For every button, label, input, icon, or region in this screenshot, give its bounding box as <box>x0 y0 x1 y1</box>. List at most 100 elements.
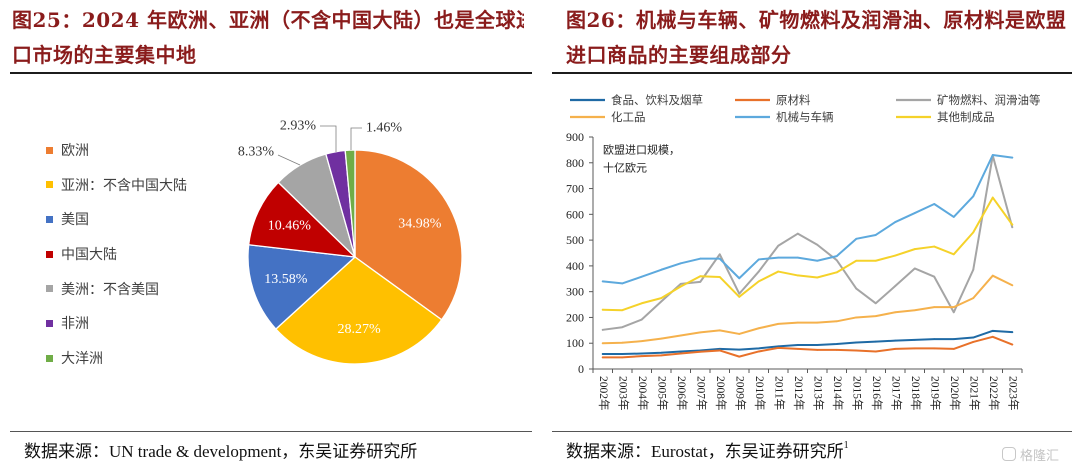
data-point <box>679 262 682 265</box>
source-divider <box>10 431 532 432</box>
data-point <box>660 337 663 340</box>
data-point <box>738 348 741 351</box>
data-point <box>913 212 916 214</box>
legend-item: 食品、饮料及烟草 <box>570 93 703 107</box>
figure-title-line: 图25：2024 年欧洲、亚洲（不含中国大陆）也是全球进 <box>12 8 524 32</box>
data-point <box>972 336 975 339</box>
data-point <box>738 292 741 295</box>
data-point <box>835 320 838 323</box>
data-point <box>1011 226 1014 229</box>
y-tick-label: 100 <box>566 336 584 350</box>
watermark: 格隆汇 <box>1002 444 1059 464</box>
data-point <box>660 268 663 271</box>
data-point <box>699 350 702 353</box>
legend-item: 亚洲：不含中国大陆 <box>46 176 187 194</box>
data-point <box>952 306 955 309</box>
series <box>601 274 1014 345</box>
legend-item: 其他制成品 <box>896 110 995 124</box>
series <box>601 196 1014 312</box>
legend-item: 非洲 <box>46 314 89 332</box>
data-point <box>757 350 760 353</box>
data-point <box>972 195 975 198</box>
x-tick-label: 2005年 <box>655 376 669 411</box>
data-point <box>738 355 741 358</box>
data-point <box>777 244 780 247</box>
data-point <box>777 322 780 325</box>
data-point <box>894 339 897 342</box>
data-point <box>991 274 994 277</box>
data-point <box>738 295 741 298</box>
data-point <box>835 343 838 345</box>
data-point <box>952 338 955 340</box>
data-point <box>835 271 838 274</box>
data-point <box>894 221 897 223</box>
x-tick-label: 2002年 <box>597 376 611 411</box>
legend-item: 中国大陆 <box>46 245 117 263</box>
data-point <box>738 333 741 335</box>
data-point <box>972 231 975 234</box>
data-point <box>738 277 741 280</box>
data-point <box>855 349 858 352</box>
x-tick-label: 2003年 <box>616 376 630 411</box>
legend-swatch <box>46 146 53 154</box>
data-point <box>1011 156 1014 159</box>
legend-swatch <box>46 181 53 189</box>
data-point <box>640 340 643 343</box>
data-point <box>699 257 702 260</box>
series-line <box>601 154 1014 331</box>
legend-label: 大洋洲 <box>61 351 103 367</box>
legend-label: 非洲 <box>61 316 89 333</box>
legend-label: 食品、饮料及烟草 <box>611 93 703 107</box>
watermark-text: 格隆汇 <box>1020 448 1060 464</box>
y-tick-label: 300 <box>566 285 584 299</box>
pie-value-label: 10.46% <box>268 218 312 233</box>
data-point <box>718 253 721 256</box>
data-point <box>601 308 604 311</box>
data-point <box>894 285 897 287</box>
series <box>601 335 1014 359</box>
x-tick-label: 2009年 <box>733 376 747 411</box>
series <box>601 329 1014 356</box>
data-point <box>913 338 916 341</box>
pie-slice <box>344 149 356 258</box>
pie-leader-line <box>350 127 362 150</box>
x-tick-label: 2014年 <box>831 376 845 411</box>
data-point <box>933 347 936 350</box>
legend-item: 美国 <box>46 210 89 228</box>
figure-title: 图25：2024 年欧洲、亚洲（不含中国大陆）也是全球进 口市场的主要集中地 <box>12 3 524 73</box>
data-point <box>640 352 643 355</box>
data-point <box>991 154 994 156</box>
title-divider <box>10 72 532 74</box>
data-point <box>816 349 819 351</box>
axis-unit-annotation: 十亿欧元 <box>603 161 647 175</box>
x-tick-label: 2006年 <box>675 376 689 411</box>
data-point <box>601 280 604 283</box>
line-figure-panel: 图26：机械与车辆、矿物燃料及润滑油、原材料是欧盟 进口商品的主要组成部分 食品… <box>540 0 1080 472</box>
series-line <box>601 274 1014 345</box>
legend-swatch <box>46 319 53 327</box>
data-point <box>855 316 858 319</box>
data-point <box>874 340 877 343</box>
data-point <box>777 345 780 348</box>
figure-title-line: 进口商品的主要组成部分 <box>566 43 792 67</box>
data-point <box>874 315 877 318</box>
axis-unit-annotation: 欧盟进口规模， <box>603 143 680 157</box>
data-point <box>816 243 819 246</box>
legend-item: 美洲：不含美国 <box>46 280 159 298</box>
data-point <box>640 302 643 305</box>
source-text: 数据来源：Eurostat，东吴证券研究所 <box>566 442 844 461</box>
data-point <box>894 311 897 314</box>
legend-item: 原材料 <box>735 93 811 107</box>
legend-item: 化工品 <box>570 110 646 124</box>
data-point <box>621 356 624 359</box>
data-point <box>913 347 916 350</box>
legend-swatch <box>46 354 53 362</box>
data-point <box>640 275 643 278</box>
pie-chart: 34.98% 28.27% 13.58% 10.46% 8.33% 2.93% 1.46% <box>238 119 463 365</box>
data-point <box>816 259 819 262</box>
data-point <box>718 347 721 350</box>
series <box>601 154 1014 285</box>
data-point <box>972 297 975 300</box>
data-point <box>621 353 624 355</box>
